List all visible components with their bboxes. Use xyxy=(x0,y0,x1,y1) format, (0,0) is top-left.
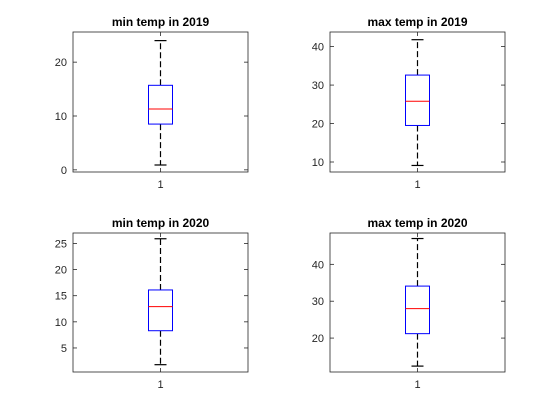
x-tick-label: 1 xyxy=(414,379,420,391)
y-tick-label: 20 xyxy=(312,119,324,131)
y-tick-label: 10 xyxy=(312,157,324,169)
subplot-title: min temp in 2019 xyxy=(112,15,210,29)
y-tick-label: 25 xyxy=(55,238,67,250)
subplot-title: min temp in 2020 xyxy=(112,216,210,230)
x-tick-label: 1 xyxy=(414,179,420,191)
y-tick-label: 20 xyxy=(55,57,67,69)
y-tick-label: 30 xyxy=(312,296,324,308)
x-tick-label: 1 xyxy=(157,179,163,191)
y-tick-label: 40 xyxy=(312,259,324,271)
y-tick-label: 5 xyxy=(61,343,67,355)
subplot-3: 5 10 15 20 25 1 min temp in 2020 xyxy=(55,216,248,391)
y-tick-label: 10 xyxy=(55,111,67,123)
subplot-4: 20 30 40 1 max temp in 2020 xyxy=(312,216,505,391)
subplot-title: max temp in 2020 xyxy=(367,216,467,230)
subplot-1: 0 10 20 1 min temp in 2019 xyxy=(55,15,248,191)
y-tick-label: 40 xyxy=(312,42,324,54)
subplot-2: 10 20 30 40 1 max temp in 2019 xyxy=(312,15,505,191)
y-tick-label: 20 xyxy=(312,333,324,345)
y-tick-label: 30 xyxy=(312,80,324,92)
y-tick-label: 0 xyxy=(61,165,67,177)
subplot-title: max temp in 2019 xyxy=(367,15,467,29)
y-tick-label: 10 xyxy=(55,317,67,329)
y-tick-label: 20 xyxy=(55,265,67,277)
x-tick-label: 1 xyxy=(157,379,163,391)
y-tick-label: 15 xyxy=(55,291,67,303)
